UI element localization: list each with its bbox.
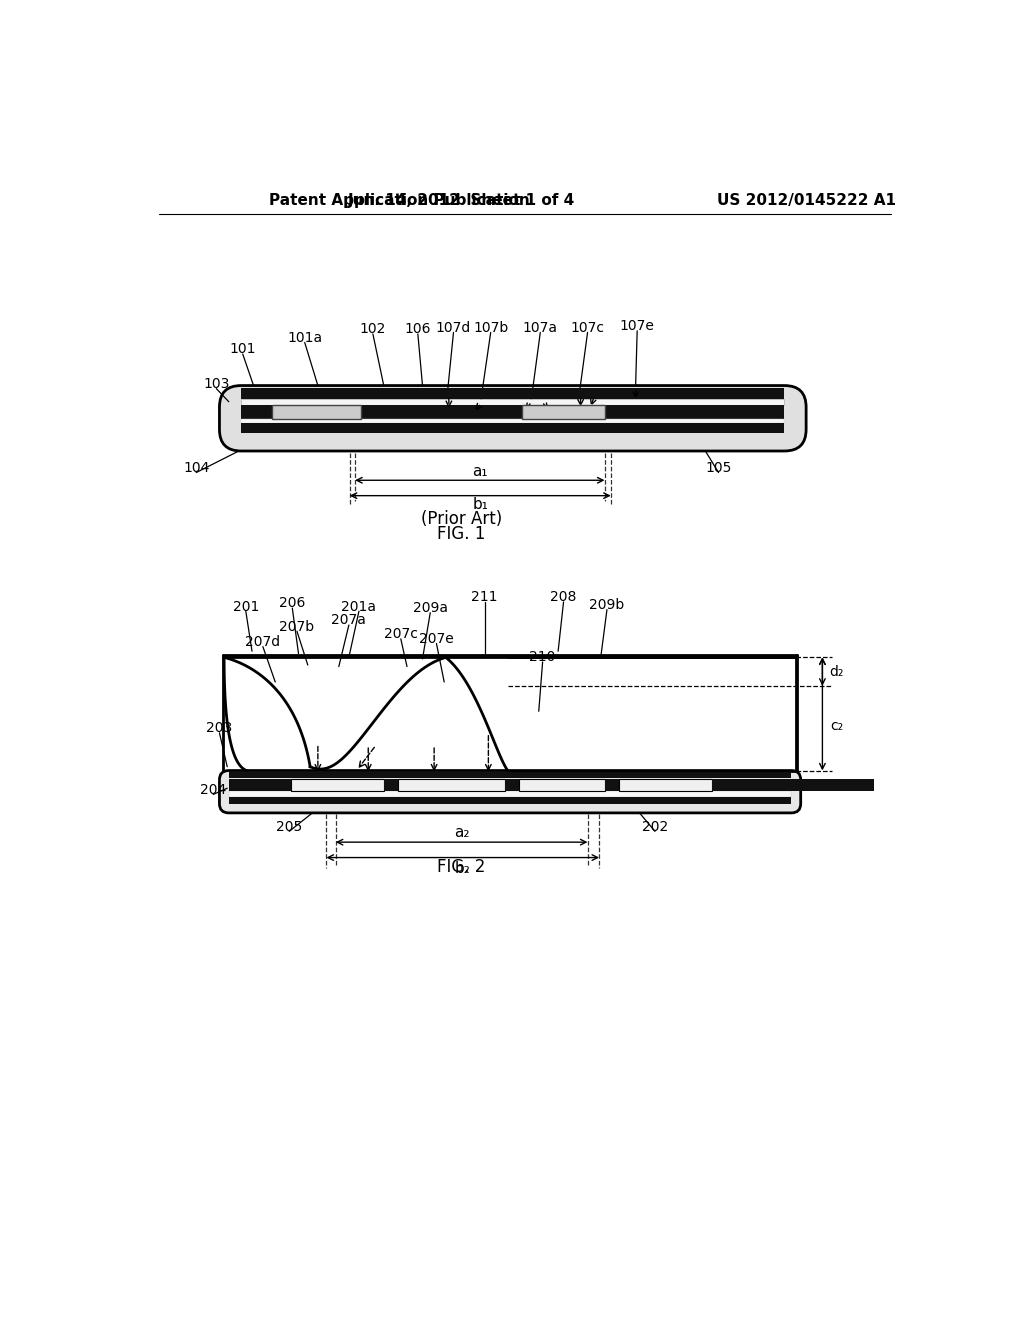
Text: 107e: 107e bbox=[620, 319, 654, 333]
Text: 204: 204 bbox=[200, 783, 226, 797]
Text: 103: 103 bbox=[203, 378, 229, 391]
Text: 101: 101 bbox=[229, 342, 256, 356]
Text: (Prior Art): (Prior Art) bbox=[421, 510, 502, 528]
Text: 207b: 207b bbox=[280, 619, 314, 634]
Bar bbox=[228, 797, 792, 804]
Text: 207c: 207c bbox=[384, 627, 418, 642]
Text: 206: 206 bbox=[280, 597, 305, 610]
Text: 105: 105 bbox=[706, 461, 732, 475]
Text: 202: 202 bbox=[642, 820, 668, 834]
Bar bbox=[228, 779, 291, 792]
Bar bbox=[272, 405, 361, 418]
Bar bbox=[228, 772, 792, 779]
Text: Patent Application Publication: Patent Application Publication bbox=[269, 193, 529, 209]
Text: a₁: a₁ bbox=[472, 463, 487, 479]
Bar bbox=[518, 779, 605, 792]
Text: 210: 210 bbox=[529, 651, 556, 664]
Bar bbox=[241, 399, 784, 405]
Text: 101a: 101a bbox=[287, 331, 323, 345]
Bar bbox=[291, 779, 384, 792]
Bar bbox=[505, 779, 518, 792]
Bar bbox=[241, 424, 784, 433]
FancyBboxPatch shape bbox=[219, 385, 806, 451]
Text: 207a: 207a bbox=[332, 614, 367, 627]
Bar bbox=[713, 779, 873, 792]
Text: 209a: 209a bbox=[413, 601, 447, 615]
Text: 211: 211 bbox=[471, 590, 498, 605]
Text: Jun. 14, 2012  Sheet 1 of 4: Jun. 14, 2012 Sheet 1 of 4 bbox=[347, 193, 574, 209]
Text: 208: 208 bbox=[550, 590, 577, 605]
Text: 106: 106 bbox=[404, 322, 431, 337]
Text: 104: 104 bbox=[183, 461, 209, 475]
Text: 209b: 209b bbox=[590, 598, 625, 612]
Text: d₂: d₂ bbox=[829, 664, 844, 678]
Text: 201: 201 bbox=[232, 599, 259, 614]
Bar bbox=[241, 418, 784, 424]
Text: 207d: 207d bbox=[246, 635, 281, 649]
Bar bbox=[620, 779, 713, 792]
Bar bbox=[384, 779, 397, 792]
Bar bbox=[241, 388, 784, 399]
Text: 107b: 107b bbox=[473, 321, 508, 335]
Text: US 2012/0145222 A1: US 2012/0145222 A1 bbox=[717, 193, 896, 209]
Text: 107a: 107a bbox=[523, 321, 558, 335]
Text: 107d: 107d bbox=[436, 321, 471, 335]
Bar bbox=[241, 405, 784, 418]
Text: c₂: c₂ bbox=[829, 718, 843, 733]
Text: 205: 205 bbox=[276, 820, 302, 834]
Text: FIG. 2: FIG. 2 bbox=[437, 858, 485, 875]
Text: 207e: 207e bbox=[419, 632, 454, 645]
FancyBboxPatch shape bbox=[219, 771, 801, 813]
Bar bbox=[605, 779, 620, 792]
Text: a₂: a₂ bbox=[454, 825, 469, 841]
Text: b₂: b₂ bbox=[455, 861, 471, 876]
Bar bbox=[521, 405, 605, 418]
Bar bbox=[228, 792, 792, 797]
Text: FIG. 1: FIG. 1 bbox=[437, 525, 485, 543]
Text: 107c: 107c bbox=[570, 321, 604, 335]
Text: 201a: 201a bbox=[341, 599, 377, 614]
Text: 203: 203 bbox=[206, 721, 232, 735]
Bar bbox=[397, 779, 505, 792]
Text: b₁: b₁ bbox=[472, 498, 488, 512]
Text: 102: 102 bbox=[359, 322, 386, 337]
